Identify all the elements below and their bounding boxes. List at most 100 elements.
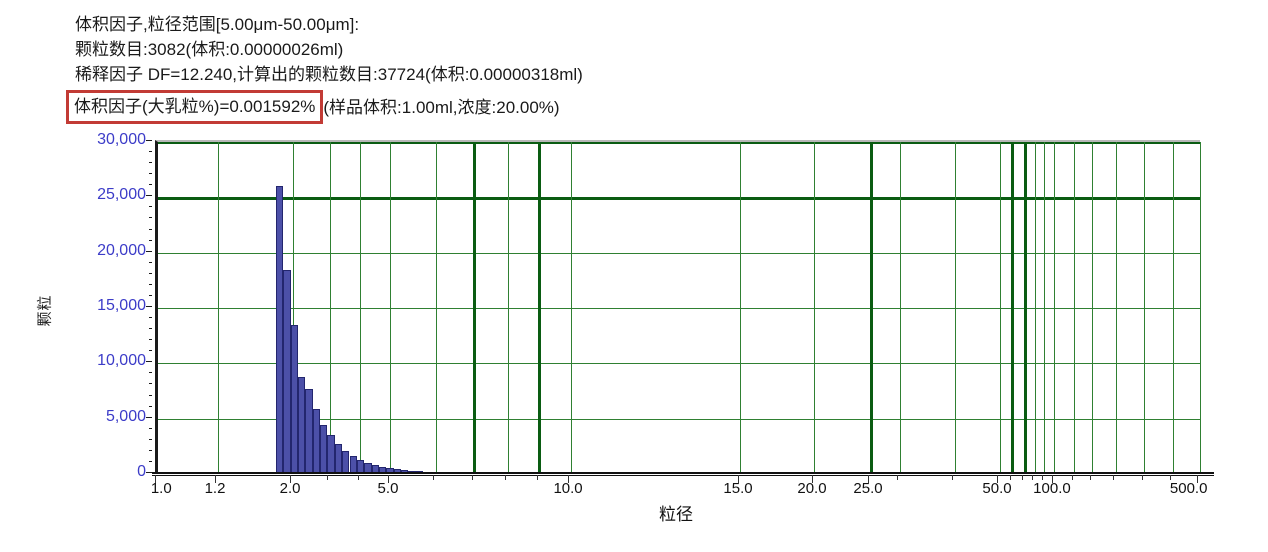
gridline-vertical <box>740 142 742 474</box>
gridline-vertical <box>999 142 1001 474</box>
x-axis-labels: 1.0 1.2 2.0 5.0 10.0 15.0 20.0 25.0 50.0 100.0 500… <box>151 478 1208 498</box>
y-minor-tick <box>149 317 152 319</box>
gridline-vertical <box>1034 142 1036 474</box>
x-major-tick <box>155 475 156 483</box>
x-tick-label: 1.0 <box>150 480 172 497</box>
x-tick-label: 20.0 <box>797 480 827 497</box>
y-minor-tick <box>149 405 152 407</box>
gridline-vertical <box>1092 142 1094 474</box>
histogram-bar <box>275 186 284 474</box>
x-major-tick <box>215 475 217 483</box>
histogram-bar <box>327 435 335 474</box>
y-minor-tick <box>149 283 152 285</box>
y-major-tick <box>146 416 152 418</box>
y-minor-tick <box>149 438 152 440</box>
gridline-vertical <box>360 142 362 474</box>
x-major-tick <box>1051 475 1053 483</box>
sample-volume-concentration: (样品体积:1.00ml,浓度:20.00%) <box>323 97 560 117</box>
gridline-horizontal <box>158 363 1200 365</box>
x-tick-label: 50.0 <box>982 480 1012 497</box>
y-minor-tick <box>149 449 152 451</box>
histogram-bar <box>305 388 313 474</box>
gridline-vertical <box>570 142 572 474</box>
y-minor-tick <box>149 151 152 153</box>
y-minor-tick <box>149 350 152 352</box>
gridline-horizontal <box>158 197 1200 201</box>
x-tick-label: 2.0 <box>279 480 301 497</box>
histogram-bar <box>320 425 328 474</box>
x-major-tick <box>737 475 739 483</box>
histogram-bar <box>342 450 350 474</box>
plot-area <box>155 140 1201 474</box>
y-minor-tick <box>149 372 152 374</box>
x-minor-tick <box>1113 475 1114 480</box>
x-minor-tick <box>1141 475 1143 480</box>
x-minor-tick <box>1032 475 1034 480</box>
histogram-bar <box>290 324 298 474</box>
highlighted-value: 体积因子(大乳粒%)=0.001592% <box>74 97 316 116</box>
histogram-bar <box>334 444 343 474</box>
x-minor-tick <box>1022 475 1024 480</box>
gridline-vertical <box>435 142 437 474</box>
y-axis-labels: 30,000 25,000 20,000 15,000 10,000 5,000 0 <box>0 131 152 480</box>
x-minor-tick <box>536 475 538 480</box>
x-axis-line <box>152 472 1214 476</box>
x-tick-label: 1.2 <box>204 480 226 497</box>
x-tick-label: 500.0 <box>1169 480 1208 497</box>
y-minor-tick <box>149 162 152 164</box>
x-tick-label: 5.0 <box>377 480 399 497</box>
y-major-tick <box>146 361 152 363</box>
y-tick-label: 30,000 <box>97 131 146 148</box>
gridline-horizontal <box>158 252 1200 254</box>
gridline-vertical <box>1011 142 1015 474</box>
gridline-vertical <box>507 142 509 474</box>
highlight-box: 体积因子(大乳粒%)=0.001592% <box>66 90 324 124</box>
y-tick-label: 20,000 <box>97 241 146 259</box>
histogram-bar <box>312 408 321 474</box>
y-minor-tick <box>149 206 152 208</box>
x-minor-tick <box>1170 475 1171 480</box>
x-minor-tick <box>952 475 954 480</box>
gridline-vertical <box>473 142 477 474</box>
x-minor-tick <box>433 475 434 480</box>
x-minor-tick <box>357 475 359 480</box>
y-major-tick <box>146 306 152 307</box>
y-tick-label: 5,000 <box>105 407 146 425</box>
gridline-vertical <box>954 142 956 474</box>
gridline-vertical <box>1199 142 1201 474</box>
x-minor-tick <box>897 475 898 480</box>
y-minor-tick <box>149 339 152 341</box>
y-minor-tick <box>149 184 152 186</box>
x-major-tick <box>811 475 813 483</box>
gridline-vertical <box>217 142 219 474</box>
x-minor-tick <box>1071 475 1073 480</box>
header-line-particle-count: 颗粒数目:3082(体积:0.00000026ml) <box>75 40 344 59</box>
y-tick-label: 25,000 <box>97 186 146 204</box>
x-axis-ticks <box>155 475 1198 483</box>
y-minor-tick <box>149 328 152 330</box>
x-minor-tick <box>1009 475 1011 480</box>
x-tick-label: 15.0 <box>723 480 753 497</box>
y-minor-tick <box>149 173 152 175</box>
x-tick-label: 25.0 <box>853 480 883 497</box>
y-tick-label: 10,000 <box>97 352 146 370</box>
gridline-horizontal <box>158 308 1200 309</box>
y-minor-tick <box>149 261 152 263</box>
gridline-vertical <box>814 142 816 474</box>
x-axis-title: 粒径 <box>659 505 693 524</box>
x-tick-label: 10.0 <box>553 480 583 497</box>
gridline-vertical <box>1044 142 1046 474</box>
y-minor-tick <box>149 383 152 385</box>
y-major-tick <box>146 250 152 252</box>
gridline-vertical <box>390 142 392 474</box>
gridline-vertical <box>1172 142 1174 474</box>
y-major-tick <box>146 140 152 141</box>
x-minor-tick <box>471 475 473 480</box>
gridline-vertical <box>869 142 873 474</box>
x-minor-tick <box>505 475 506 480</box>
histogram-bar <box>283 270 291 474</box>
x-major-tick <box>387 475 389 483</box>
x-major-tick <box>1197 475 1198 483</box>
x-minor-tick <box>1089 475 1091 480</box>
